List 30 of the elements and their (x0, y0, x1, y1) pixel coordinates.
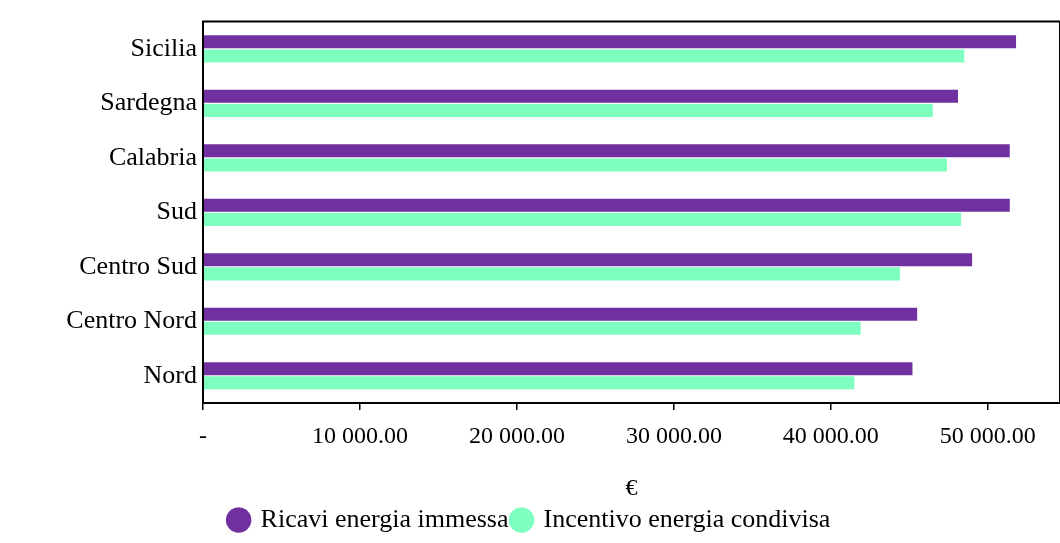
y-tick-label: Sud (156, 196, 197, 226)
bar (203, 49, 965, 63)
legend-label: Incentivo energia condivisa (543, 503, 831, 533)
y-tick-label: Nord (143, 359, 197, 389)
y-tick-label: Calabria (108, 141, 198, 171)
y-tick-label: Centro Sud (79, 250, 197, 280)
bar (203, 253, 973, 267)
bar (203, 267, 900, 281)
bar (203, 198, 1010, 212)
y-tick-label: Sardegna (100, 87, 198, 117)
x-tick-label: 20 000.00 (468, 421, 565, 448)
y-tick-label: Centro Nord (66, 305, 197, 335)
x-tick-label: 40 000.00 (782, 421, 879, 448)
bar (203, 89, 958, 103)
x-tick-label: 10 000.00 (311, 421, 408, 448)
x-axis-title: € (625, 473, 638, 500)
y-tick-label: Sicilia (130, 32, 198, 62)
bar (203, 362, 913, 376)
legend-label: Ricavi energia immessa (260, 503, 509, 533)
x-tick-label: - (199, 421, 207, 448)
bar (203, 376, 855, 390)
x-tick-label: 30 000.00 (625, 421, 722, 448)
bar (203, 321, 861, 335)
bar (203, 158, 947, 172)
bar (203, 212, 962, 226)
bar (203, 103, 933, 117)
bar (203, 144, 1010, 158)
bar (203, 35, 1017, 49)
x-tick-label: 50 000.00 (939, 421, 1036, 448)
bar (203, 307, 918, 321)
